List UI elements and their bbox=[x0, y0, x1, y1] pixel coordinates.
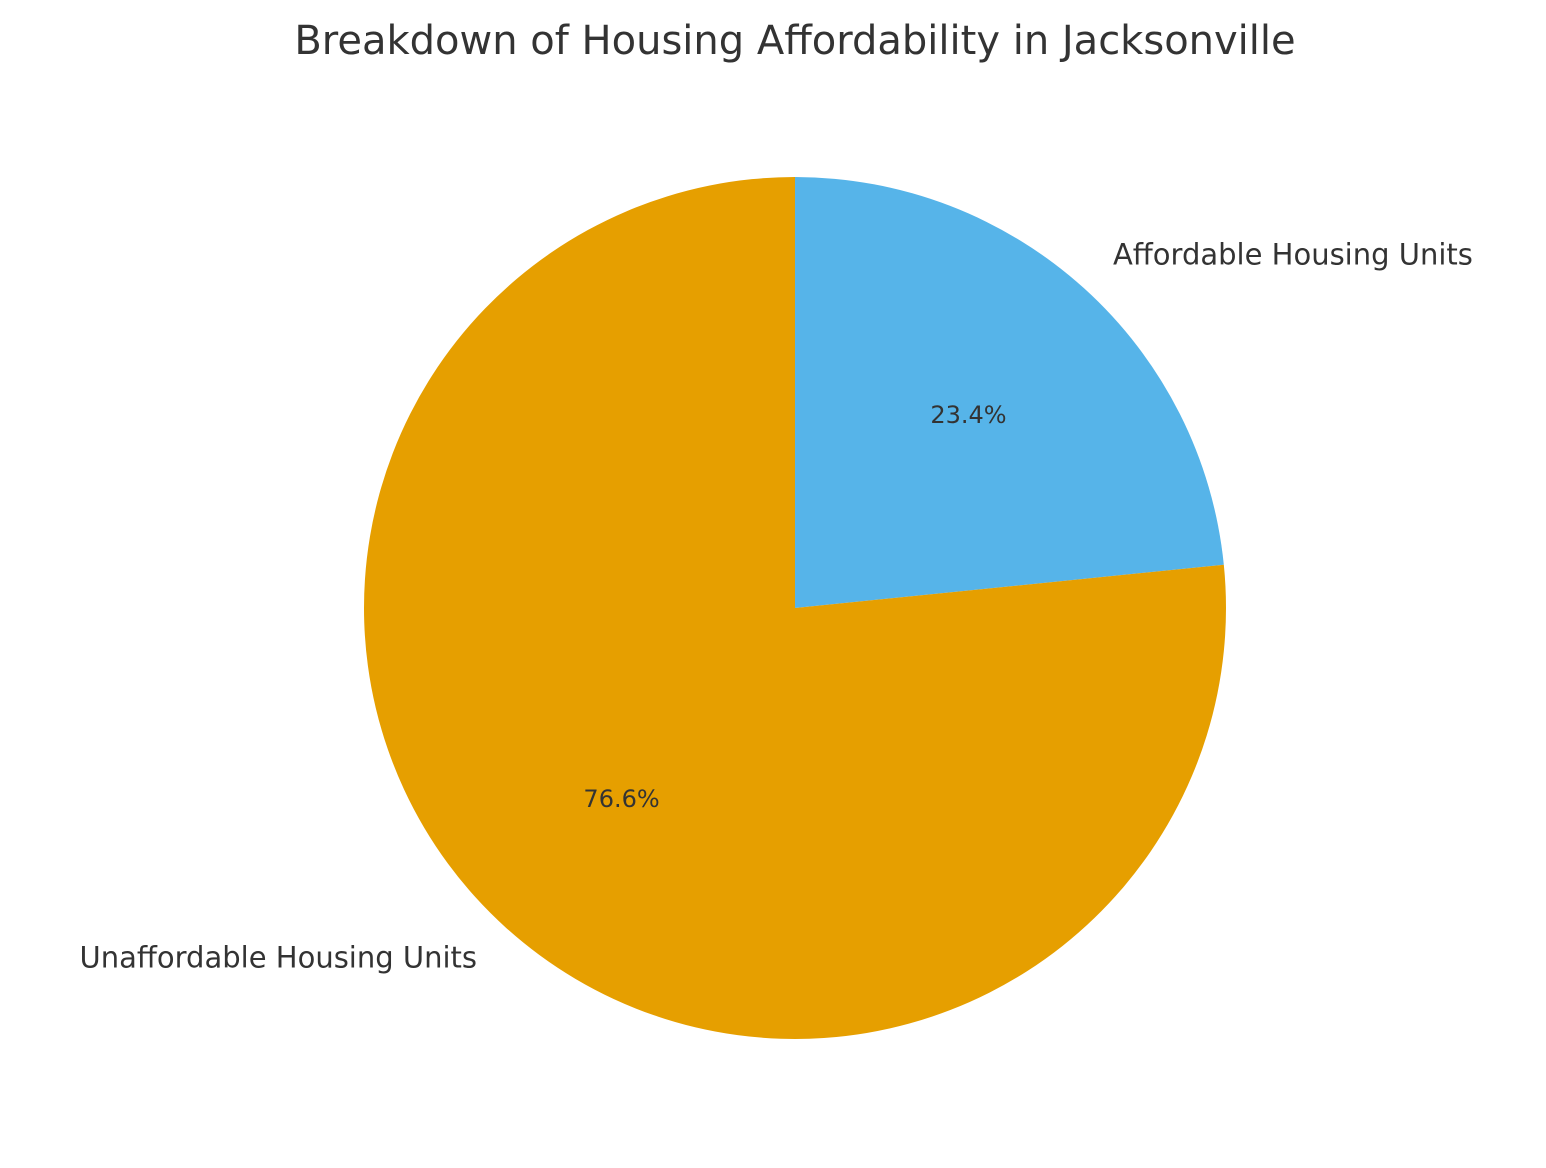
slice-percent-unaffordable-housing-units: 76.6% bbox=[583, 785, 659, 813]
pie-slices bbox=[363, 177, 1227, 1039]
slice-label-affordable-housing-units: Affordable Housing Units bbox=[1113, 237, 1473, 271]
pie-labels: Affordable Housing Units 23.4% Unaffordabl… bbox=[80, 237, 1473, 974]
slice-label-unaffordable-housing-units: Unaffordable Housing Units bbox=[80, 941, 477, 975]
pie-slice-unaffordable-housing-units bbox=[363, 177, 1227, 1039]
chart-title: Breakdown of Housing Affordability in Ja… bbox=[294, 18, 1295, 64]
pie-slice-affordable-housing-units bbox=[795, 177, 1224, 608]
slice-percent-affordable-housing-units: 23.4% bbox=[930, 401, 1006, 429]
